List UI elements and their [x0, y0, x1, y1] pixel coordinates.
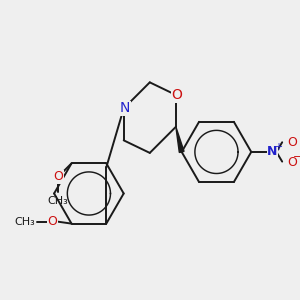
- Text: O: O: [171, 88, 182, 102]
- Text: N: N: [267, 146, 278, 158]
- Text: O: O: [287, 136, 297, 149]
- Text: +: +: [274, 142, 282, 152]
- Text: N: N: [119, 101, 130, 116]
- Text: −: −: [293, 152, 300, 162]
- Text: O: O: [53, 170, 63, 183]
- Text: O: O: [47, 215, 57, 228]
- Text: O: O: [287, 156, 297, 169]
- Text: CH₃: CH₃: [48, 196, 68, 206]
- Polygon shape: [176, 127, 184, 152]
- Text: CH₃: CH₃: [14, 217, 35, 227]
